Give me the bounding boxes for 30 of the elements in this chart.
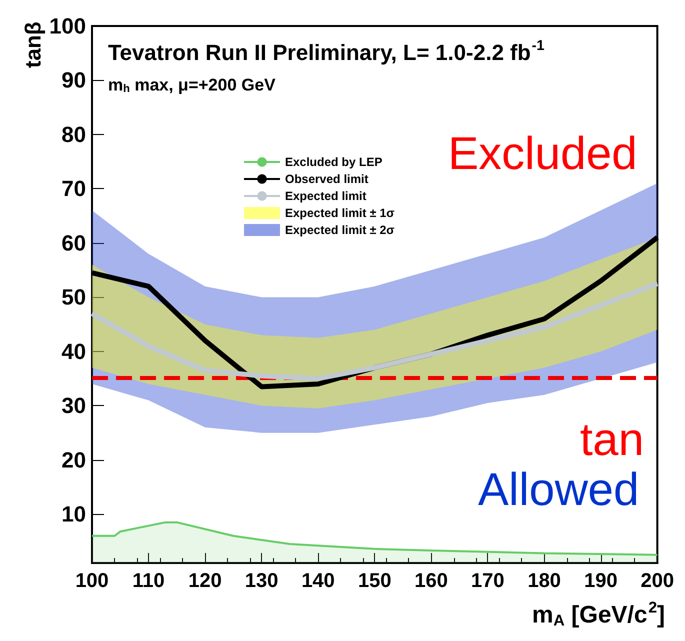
x-tick-label: 130 xyxy=(244,570,278,592)
y-tick-label: 90 xyxy=(62,68,86,93)
y-tick-label: 40 xyxy=(62,338,86,364)
x-tick-label: 190 xyxy=(584,570,618,592)
annotation: Excluded xyxy=(448,127,638,179)
legend-label: Excluded by LEP xyxy=(285,155,382,169)
x-tick-label: 110 xyxy=(132,570,165,592)
x-tick-label: 100 xyxy=(75,570,109,592)
y-tick-label: 70 xyxy=(62,176,86,202)
y-tick-label: 30 xyxy=(62,393,86,418)
legend-label: Expected limit ± 2σ xyxy=(285,223,394,237)
y-tick-label: 80 xyxy=(62,122,86,147)
y-axis-title: tanβ xyxy=(20,22,46,68)
x-tick-label: 120 xyxy=(188,570,222,592)
x-tick-label: 180 xyxy=(528,570,561,592)
annotation: tan xyxy=(580,413,644,465)
legend-label: Expected limit xyxy=(285,189,366,203)
x-tick-label: 200 xyxy=(640,570,674,592)
x-tick-label: 170 xyxy=(471,570,504,592)
y-tick-label: 100 xyxy=(49,14,86,38)
y-tick-label: 20 xyxy=(62,447,86,472)
annotation: Allowed xyxy=(478,463,640,515)
y-tick-label: 60 xyxy=(62,230,86,256)
legend-label: Observed limit xyxy=(285,172,368,186)
x-tick-label: 150 xyxy=(358,570,392,592)
y-tick-label: 50 xyxy=(62,284,86,310)
y-tick-label: 10 xyxy=(62,502,86,527)
legend-label: Expected limit ± 1σ xyxy=(285,206,394,220)
x-tick-label: 160 xyxy=(414,570,448,592)
x-tick-label: 140 xyxy=(301,570,335,592)
